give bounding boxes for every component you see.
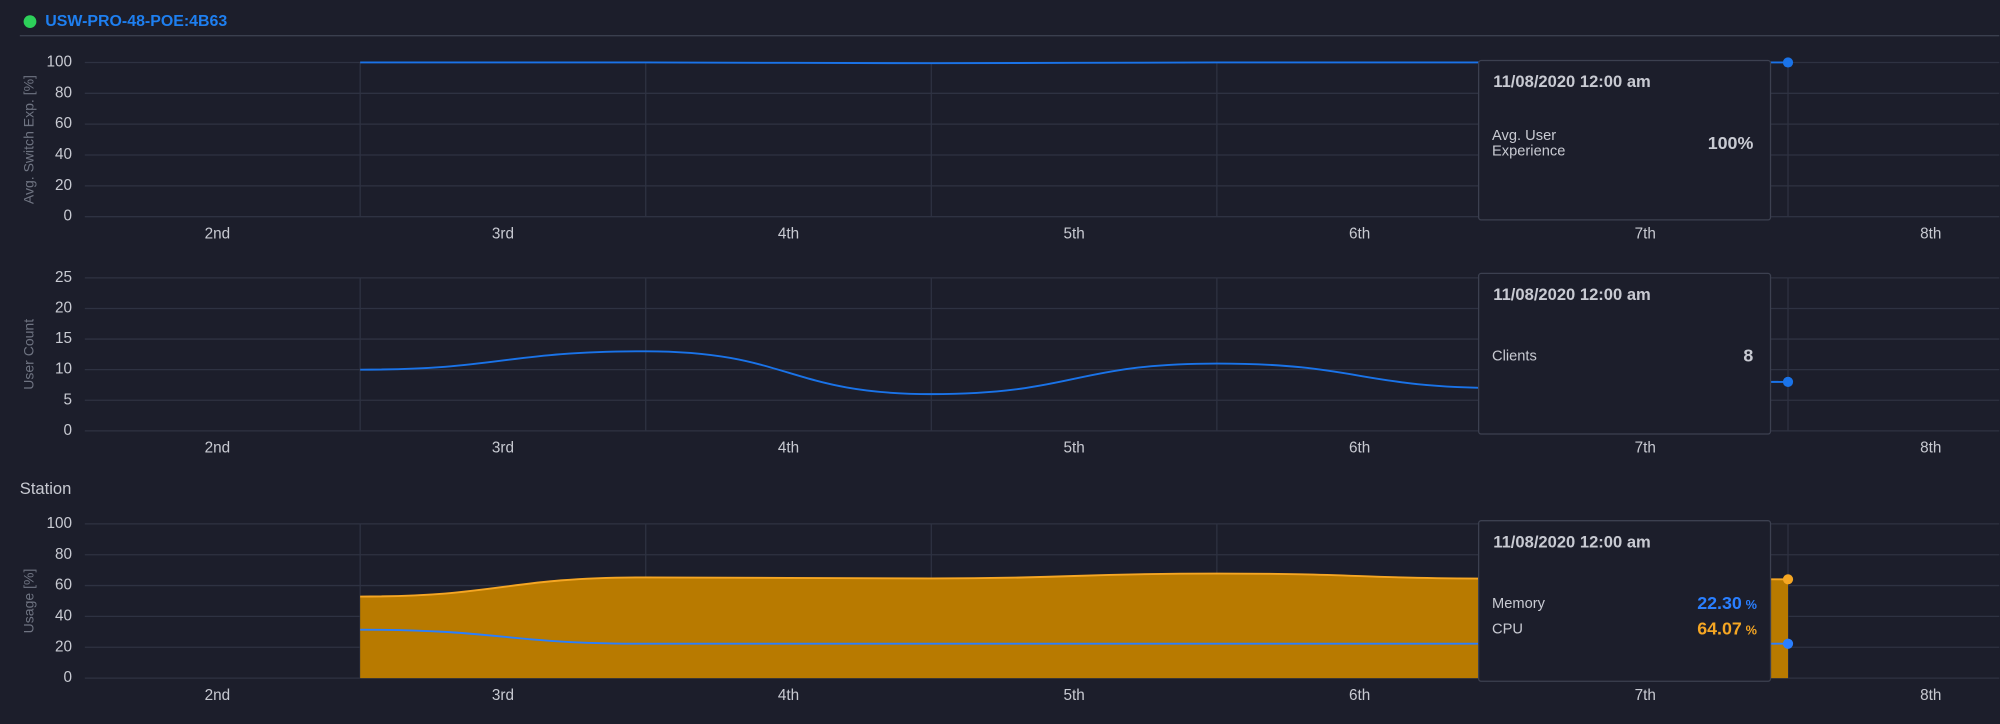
x-tick-label: 4th <box>778 687 799 704</box>
tooltip-label: Clients <box>1492 349 1537 365</box>
y-tick-label: 5 <box>64 391 73 408</box>
x-tick-label: 5th <box>1063 687 1084 704</box>
x-tick-label: 8th <box>1920 226 1941 243</box>
end-point <box>1782 57 1794 68</box>
x-tick-label: 5th <box>1063 226 1084 243</box>
y-tick-label: 20 <box>55 177 72 194</box>
tooltip <box>1477 272 1772 435</box>
x-tick-label: 8th <box>1920 687 1941 704</box>
y-tick-label: 60 <box>55 577 72 594</box>
x-tick-label: 7th <box>1635 440 1656 457</box>
tooltip-label-box: Clients <box>1492 349 1537 365</box>
y-tick-label: 25 <box>55 269 72 286</box>
tooltip-label: Avg. User Experience <box>1492 128 1566 160</box>
x-tick-label: 2nd <box>205 687 231 704</box>
end-point <box>1782 376 1794 387</box>
tooltip-label-box: Avg. User Experience <box>1492 128 1566 160</box>
y-tick-label: 0 <box>64 208 73 225</box>
x-tick-label: 6th <box>1349 226 1370 243</box>
x-tick-label: 7th <box>1635 226 1656 243</box>
tooltip-unit: % <box>1746 597 1757 612</box>
x-tick-label: 4th <box>778 226 799 243</box>
x-tick-label: 8th <box>1920 440 1941 457</box>
y-axis-title: Usage [%] <box>21 569 37 634</box>
end-point <box>1782 638 1794 649</box>
y-tick-label: 80 <box>55 84 72 101</box>
x-tick-label: 3rd <box>492 440 514 457</box>
y-tick-label: 0 <box>64 669 73 686</box>
x-tick-label: 6th <box>1349 440 1370 457</box>
y-axis-title: Avg. Switch Exp. [%] <box>21 75 37 204</box>
y-tick-label: 100 <box>47 515 73 532</box>
x-tick-label: 5th <box>1063 440 1084 457</box>
x-tick-label: 6th <box>1349 687 1370 704</box>
status-dot <box>23 15 37 29</box>
tooltip-title: 11/08/2020 12:00 am <box>1493 532 1650 551</box>
x-tick-label: 7th <box>1635 687 1656 704</box>
x-tick-label: 4th <box>778 440 799 457</box>
y-tick-label: 80 <box>55 546 72 563</box>
y-tick-label: 20 <box>55 299 72 316</box>
tooltip-unit: % <box>1746 622 1757 637</box>
tooltip-label-box: Memory <box>1492 596 1545 612</box>
section-title: Station <box>20 479 72 498</box>
y-tick-label: 100 <box>47 53 73 70</box>
tooltip-title: 11/08/2020 12:00 am <box>1493 72 1650 91</box>
tooltip-value: 64.07 <box>1697 618 1742 638</box>
tooltip-value: 100% <box>1708 133 1754 153</box>
tooltip-title: 11/08/2020 12:00 am <box>1493 285 1650 304</box>
tooltip <box>1477 520 1772 682</box>
x-tick-label: 3rd <box>492 226 514 243</box>
area <box>360 573 1789 679</box>
tooltip-value: 22.30 <box>1697 593 1742 613</box>
device-title: USW-PRO-48-POE:4B63 <box>45 13 227 30</box>
y-tick-label: 10 <box>55 361 72 378</box>
tooltip <box>1477 59 1772 221</box>
end-point <box>1782 574 1794 585</box>
tooltip-value: 8 <box>1743 346 1753 366</box>
y-tick-label: 15 <box>55 330 72 347</box>
y-tick-label: 40 <box>55 146 72 163</box>
y-tick-label: 0 <box>64 422 73 439</box>
y-axis-title: User Count <box>21 319 37 390</box>
tooltip-label: Memory <box>1492 596 1545 612</box>
y-tick-label: 20 <box>55 638 72 655</box>
x-tick-label: 2nd <box>205 226 231 243</box>
x-tick-label: 3rd <box>492 687 514 704</box>
y-tick-label: 40 <box>55 607 72 624</box>
tooltip-label-box: CPU <box>1492 621 1523 638</box>
y-tick-label: 60 <box>55 115 72 132</box>
tooltip-label: CPU <box>1492 621 1523 638</box>
x-tick-label: 2nd <box>205 440 231 457</box>
